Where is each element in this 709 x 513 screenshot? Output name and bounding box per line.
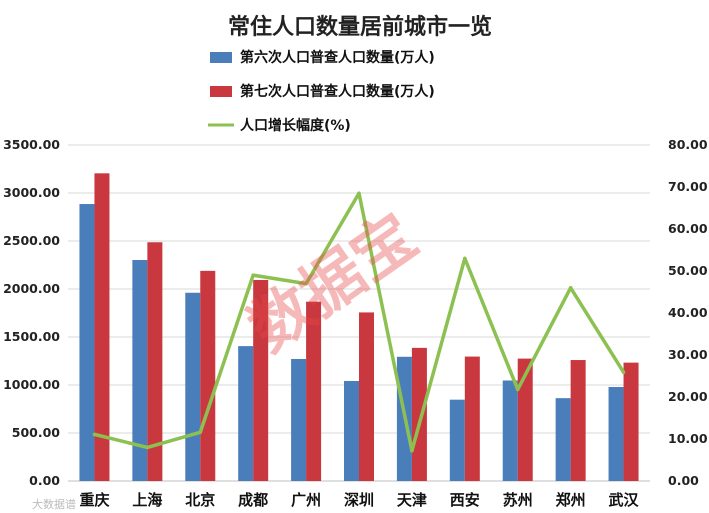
category-label: 重庆 [79, 491, 109, 509]
growth-point [251, 273, 255, 278]
growth-point [463, 256, 467, 261]
bar-census6 [449, 399, 465, 481]
legend-label-census7: 第七次人口普查人口数量(万人) [240, 83, 435, 100]
right-tick-label: 40.00 [668, 305, 708, 320]
category-label: 上海 [132, 491, 162, 509]
left-tick-label: 1000.00 [3, 377, 60, 392]
left-axis: 0.00 500.00 1000.00 1500.00 2000.00 2500.00 30… [3, 137, 60, 488]
growth-point [568, 286, 573, 290]
right-tick-label: 30.00 [668, 347, 708, 362]
category-label: 苏州 [503, 491, 533, 509]
bar-census6 [502, 380, 518, 481]
bar-census7 [306, 301, 322, 481]
right-tick-label: 50.00 [668, 263, 708, 278]
bar-census7 [253, 279, 269, 481]
growth-point [621, 370, 626, 375]
legend-label-census6: 第六次人口普查人口数量(万人) [240, 49, 435, 66]
growth-point [357, 191, 361, 196]
right-tick-label: 0.00 [668, 473, 699, 488]
bar-census6 [344, 380, 359, 481]
bar-census7 [359, 312, 374, 481]
category-label: 北京 [185, 491, 215, 509]
growth-point [515, 387, 520, 392]
right-tick-label: 20.00 [668, 389, 708, 404]
chart-title: 常住人口数量居前城市一览 [228, 14, 492, 40]
bar-census6 [555, 398, 571, 481]
category-label: 广州 [291, 491, 321, 509]
growth-point [198, 430, 203, 435]
category-label: 西安 [450, 491, 480, 509]
growth-point [145, 445, 150, 450]
left-tick-label: 500.00 [12, 425, 61, 440]
bar-census6 [79, 204, 95, 482]
growth-point [410, 448, 414, 453]
right-tick-label: 60.00 [668, 221, 708, 236]
bar-census6 [291, 358, 307, 481]
category-axis: 重庆 上海 北京 成都 广州 深圳 天津 西安 苏州 郑州 武汉 [79, 491, 639, 509]
bar-census7 [411, 347, 427, 481]
left-tick-label: 2500.00 [3, 233, 60, 248]
right-tick-label: 10.00 [668, 431, 708, 446]
legend: 第六次人口普查人口数量(万人) 第七次人口普查人口数量(万人) 人口增长幅度(%… [208, 49, 435, 134]
bar-census7 [517, 358, 533, 481]
bars [79, 173, 639, 482]
left-tick-label: 2000.00 [3, 281, 60, 296]
bar-census6 [238, 346, 254, 481]
category-label: 成都 [238, 491, 268, 509]
legend-label-growth: 人口增长幅度(%) [240, 117, 351, 134]
right-tick-label: 70.00 [668, 179, 708, 194]
bar-census7 [570, 360, 586, 481]
bar-census7 [94, 173, 110, 481]
left-tick-label: 1500.00 [3, 329, 60, 344]
bar-census7 [147, 242, 163, 481]
right-axis: 0.00 10.00 20.00 30.00 40.00 50.00 60.00 70.00 8… [668, 137, 708, 488]
category-label: 深圳 [344, 491, 374, 509]
bar-census7 [464, 356, 480, 481]
category-label: 武汉 [609, 491, 640, 509]
growth-point [304, 281, 308, 286]
left-tick-label: 3500.00 [3, 137, 60, 152]
category-label: 天津 [397, 491, 427, 509]
credit-text: 大数据谱 [32, 497, 76, 511]
bar-census6 [132, 260, 148, 481]
bar-census7 [623, 362, 639, 481]
bar-census6 [185, 292, 201, 481]
left-tick-label: 3000.00 [3, 185, 60, 200]
category-label: 郑州 [556, 491, 586, 509]
right-tick-label: 80.00 [668, 137, 708, 152]
legend-swatch-census7 [210, 86, 232, 97]
growth-point [92, 432, 97, 437]
bar-census7 [200, 270, 216, 481]
legend-swatch-census6 [210, 52, 232, 63]
growth-line [92, 191, 626, 453]
left-tick-label: 0.00 [29, 473, 60, 488]
bar-census6 [608, 387, 624, 481]
